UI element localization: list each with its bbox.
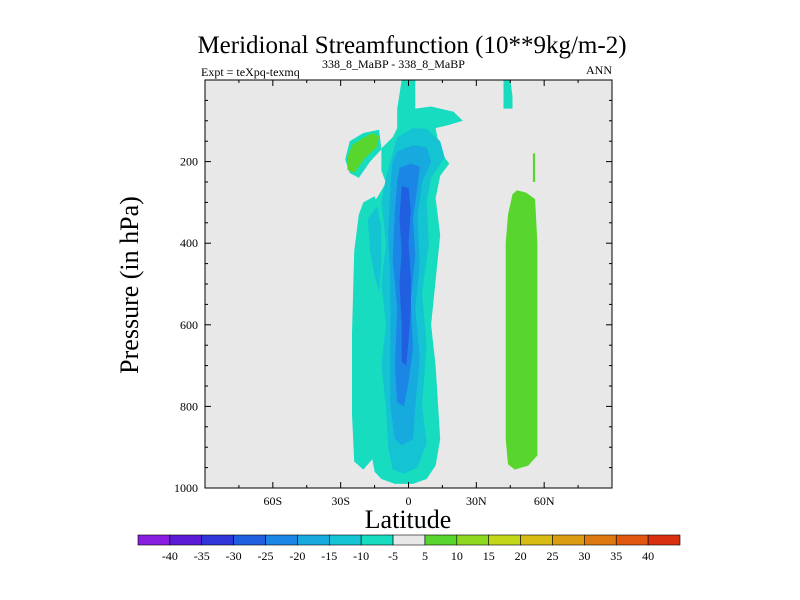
colorbar-swatch bbox=[360, 534, 394, 546]
colorbar-label: 15 bbox=[483, 549, 495, 563]
colorbar-swatch bbox=[169, 534, 203, 546]
colorbar-swatch bbox=[552, 534, 585, 546]
colorbar: -40 -35 -30 -25 -20 -15 -10 -5 5 10 15 20 25 30 35 40 bbox=[137, 534, 681, 563]
x-tick-label: 60N bbox=[534, 494, 555, 508]
colorbar-label: 10 bbox=[451, 549, 463, 563]
contour-pos-5-streak bbox=[532, 153, 536, 182]
y-tick-label: 600 bbox=[180, 318, 198, 332]
colorbar-swatch bbox=[265, 534, 298, 546]
y-axis-label: Pressure (in hPa) bbox=[115, 196, 144, 374]
x-tick-label: 30S bbox=[331, 494, 350, 508]
y-tick-label: 400 bbox=[180, 236, 198, 250]
colorbar-label: 25 bbox=[546, 549, 558, 563]
colorbar-label: 30 bbox=[578, 549, 590, 563]
x-axis: 60S 30S 0 30N 60N bbox=[238, 80, 579, 508]
colorbar-swatch bbox=[488, 534, 521, 546]
subtitle-center: 338_8_MaBP - 338_8_MaBP bbox=[322, 57, 465, 71]
x-tick-label: 0 bbox=[406, 494, 412, 508]
contour-neg-5-top-right bbox=[503, 80, 513, 109]
y-tick-label: 200 bbox=[180, 155, 198, 169]
colorbar-label: -20 bbox=[289, 549, 305, 563]
colorbar-swatch bbox=[584, 534, 617, 546]
colorbar-swatch bbox=[647, 534, 681, 546]
colorbar-swatch bbox=[201, 534, 234, 546]
colorbar-label: 40 bbox=[642, 549, 654, 563]
colorbar-label: -10 bbox=[353, 549, 369, 563]
contour-pos-5-right bbox=[505, 190, 538, 470]
chart-title: Meridional Streamfunction (10**9kg/m-2) bbox=[197, 32, 626, 59]
y-tick-label: 800 bbox=[180, 399, 198, 413]
contour-neg-25 bbox=[399, 186, 411, 366]
colorbar-label: -15 bbox=[321, 549, 337, 563]
plot-area bbox=[204, 79, 613, 489]
y-axis: 200 400 600 800 1000 bbox=[174, 99, 612, 495]
y-tick-label: 1000 bbox=[174, 481, 198, 495]
x-tick-label: 30N bbox=[466, 494, 487, 508]
subtitle-left-prefix: Expt = teXpq-texmq bbox=[201, 65, 300, 79]
contour-pos-5-left-blob bbox=[347, 133, 380, 173]
colorbar-label: -25 bbox=[258, 549, 274, 563]
colorbar-swatch bbox=[392, 534, 426, 546]
colorbar-label: -40 bbox=[162, 549, 178, 563]
colorbar-label: -5 bbox=[388, 549, 398, 563]
colorbar-swatch bbox=[328, 534, 362, 546]
colorbar-label: -35 bbox=[194, 549, 210, 563]
colorbar-label: -30 bbox=[226, 549, 242, 563]
colorbar-swatch bbox=[456, 534, 490, 546]
colorbar-swatch bbox=[137, 534, 171, 546]
colorbar-label: 35 bbox=[610, 549, 622, 563]
x-axis-label: Latitude bbox=[365, 505, 452, 534]
colorbar-swatch bbox=[615, 534, 649, 546]
subtitle-right: ANN bbox=[586, 63, 612, 77]
x-tick-label: 60S bbox=[263, 494, 282, 508]
colorbar-label: 5 bbox=[422, 549, 428, 563]
colorbar-swatch bbox=[520, 534, 553, 546]
colorbar-swatch bbox=[424, 534, 458, 546]
colorbar-swatch bbox=[297, 534, 330, 546]
colorbar-label: 20 bbox=[515, 549, 527, 563]
contour-fills bbox=[345, 80, 538, 484]
colorbar-swatch bbox=[233, 534, 266, 546]
contour-neg-10-left bbox=[367, 206, 382, 293]
